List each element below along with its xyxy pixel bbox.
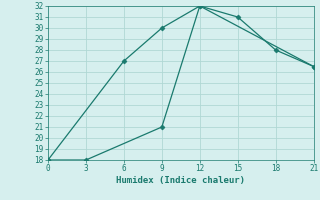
X-axis label: Humidex (Indice chaleur): Humidex (Indice chaleur) [116,176,245,185]
